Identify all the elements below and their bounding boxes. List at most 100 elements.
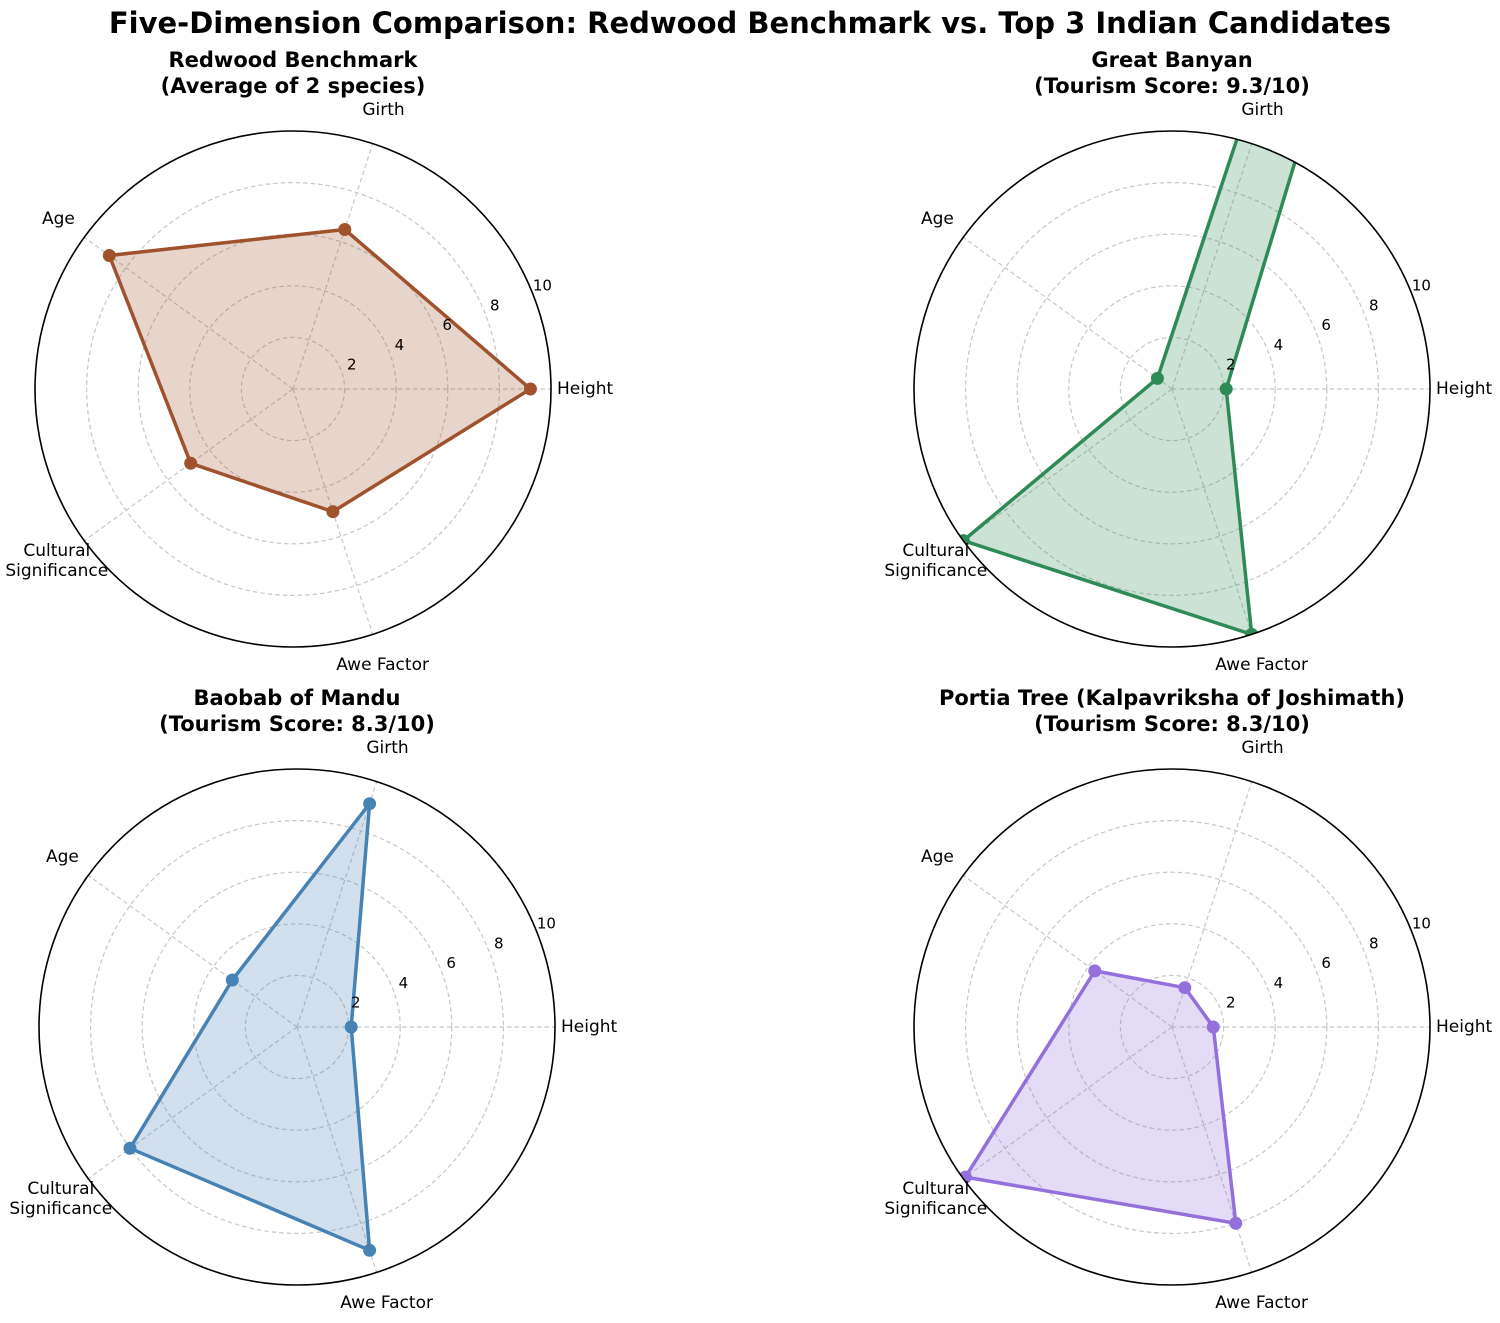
axis-label-portia-tree-2: Cultural Significance [884,1178,988,1219]
axis-spoke-3 [1171,388,1253,635]
data-point-portia-tree-4 [1206,1020,1220,1034]
rtick-label-10: 10 [1412,277,1431,295]
axis-label-redwood-benchmark-4: Height [557,379,614,399]
data-point-great-banyan-1 [1150,371,1164,385]
chart-title-great-banyan: Great Banyan (Tourism Score: 9.3/10) [1034,47,1310,99]
radar-plot-great-banyan: 2 4 6 8 10 [913,130,1431,648]
rtick-label-4: 4 [399,974,409,992]
axis-label-portia-tree-0: Girth [1241,738,1284,759]
axis-label-great-banyan-3: Awe Factor [1215,654,1308,675]
grid-circle-2 [240,336,346,442]
data-point-baobab-of-mandu-1 [225,973,239,987]
data-point-baobab-of-mandu-4 [344,1020,358,1034]
axis-spoke-1 [962,236,1173,390]
axis-spoke-0 [1171,781,1253,1028]
data-point-redwood-benchmark-4 [523,382,537,396]
axis-spoke-2 [962,1026,1173,1180]
series-portia-tree [958,964,1243,1230]
radar-plot-portia-tree: 2 4 6 8 10 [913,768,1431,1286]
axis-spoke-0 [1171,143,1253,390]
data-point-redwood-benchmark-2 [184,456,198,470]
rtick-label-10: 10 [533,277,552,295]
axis-label-baobab-of-mandu-2: Cultural Significance [9,1178,113,1219]
data-point-redwood-benchmark-3 [326,505,340,519]
chart-title-line2: (Tourism Score: 8.3/10) [159,712,435,736]
series-redwood-benchmark [102,223,537,519]
rtick-label-4: 4 [395,336,405,354]
chart-title-line1: Redwood Benchmark [168,48,418,72]
grid-circle-2 [1119,974,1225,1080]
axis-spoke-0 [296,781,378,1028]
radar-plot-redwood-benchmark: 2 4 6 8 10 [34,130,552,648]
rtick-label-6: 6 [1321,954,1331,972]
chart-title-portia-tree: Portia Tree (Kalpavriksha of Joshimath)(… [939,685,1405,737]
axis-spoke-3 [1171,1026,1253,1273]
axis-label-portia-tree-3: Awe Factor [1215,1292,1308,1313]
rtick-label-6: 6 [442,316,452,334]
chart-title-line2: (Tourism Score: 8.3/10) [1034,712,1310,736]
data-point-redwood-benchmark-1 [102,249,116,262]
chart-title-line1: Portia Tree (Kalpavriksha of Joshimath) [938,686,1406,710]
data-point-redwood-benchmark-0 [338,223,352,236]
axis-spoke-1 [962,874,1173,1028]
data-point-baobab-of-mandu-2 [123,1141,137,1155]
rtick-label-4: 4 [1274,336,1284,354]
grid-circle-6 [1016,233,1328,545]
data-point-portia-tree-1 [1088,964,1102,978]
chart-title-redwood-benchmark: Redwood Benchmark (Average of 2 species) [161,47,426,99]
chart-title-line1: Great Banyan [1091,48,1253,72]
axis-label-portia-tree-4: Height [1436,1017,1493,1037]
axis-spoke-1 [83,236,294,390]
axis-spoke-0 [292,143,374,390]
polar-spine [913,130,1431,648]
grid-circle-6 [141,871,453,1183]
axis-label-great-banyan-1: Age [920,208,954,229]
rtick-label-6: 6 [446,954,456,972]
axis-label-portia-tree-1: Age [920,846,954,867]
rtick-label-2: 2 [1226,356,1236,374]
rtick-label-2: 2 [351,994,361,1012]
axis-label-baobab-of-mandu-1: Age [45,846,79,867]
axis-spoke-2 [962,388,1173,542]
data-polygon-great-banyan [961,131,1430,637]
rtick-label-2: 2 [347,356,357,374]
grid-circle-4 [1068,923,1276,1131]
data-point-great-banyan-4 [1219,382,1233,396]
data-polygon-portia-tree [963,969,1238,1226]
rtick-label-8: 8 [490,296,500,314]
chart-title-line1: Baobab of Mandu [193,686,401,710]
axis-label-baobab-of-mandu-3: Awe Factor [340,1292,433,1313]
rtick-label-8: 8 [494,934,504,952]
rtick-label-4: 4 [1274,974,1284,992]
chart-title-baobab-of-mandu: Baobab of Mandu (Tourism Score: 8.3/10) [159,685,435,737]
series-baobab-of-mandu [123,797,377,1257]
data-polygon-baobab-of-mandu [128,801,372,1253]
axis-spoke-1 [87,874,298,1028]
grid-circle-4 [193,923,401,1131]
axis-label-great-banyan-2: Cultural Significance [884,540,988,581]
rtick-label-6: 6 [1321,316,1331,334]
axis-spoke-2 [87,1026,298,1180]
axis-label-great-banyan-4: Height [1436,379,1493,399]
axis-spoke-3 [296,1026,378,1273]
axis-label-baobab-of-mandu-4: Height [561,1017,618,1037]
data-point-baobab-of-mandu-3 [363,1243,377,1257]
axis-label-redwood-benchmark-1: Age [41,208,75,229]
data-point-portia-tree-0 [1178,981,1192,995]
rtick-label-10: 10 [537,915,556,933]
grid-circle-4 [1068,285,1276,493]
axis-label-redwood-benchmark-2: Cultural Significance [5,540,109,581]
radar-plot-baobab-of-mandu: 2 4 6 8 10 [38,768,556,1286]
data-point-baobab-of-mandu-0 [363,797,377,811]
rtick-label-8: 8 [1369,934,1379,952]
data-point-portia-tree-3 [1229,1216,1243,1230]
rtick-label-8: 8 [1369,296,1379,314]
rtick-label-10: 10 [1412,915,1431,933]
polar-spine [913,768,1431,1286]
polar-spine [38,768,556,1286]
axis-label-great-banyan-0: Girth [1241,100,1284,121]
axis-label-redwood-benchmark-3: Awe Factor [336,654,429,675]
polar-spine [34,130,552,648]
data-polygon-redwood-benchmark [107,227,533,514]
